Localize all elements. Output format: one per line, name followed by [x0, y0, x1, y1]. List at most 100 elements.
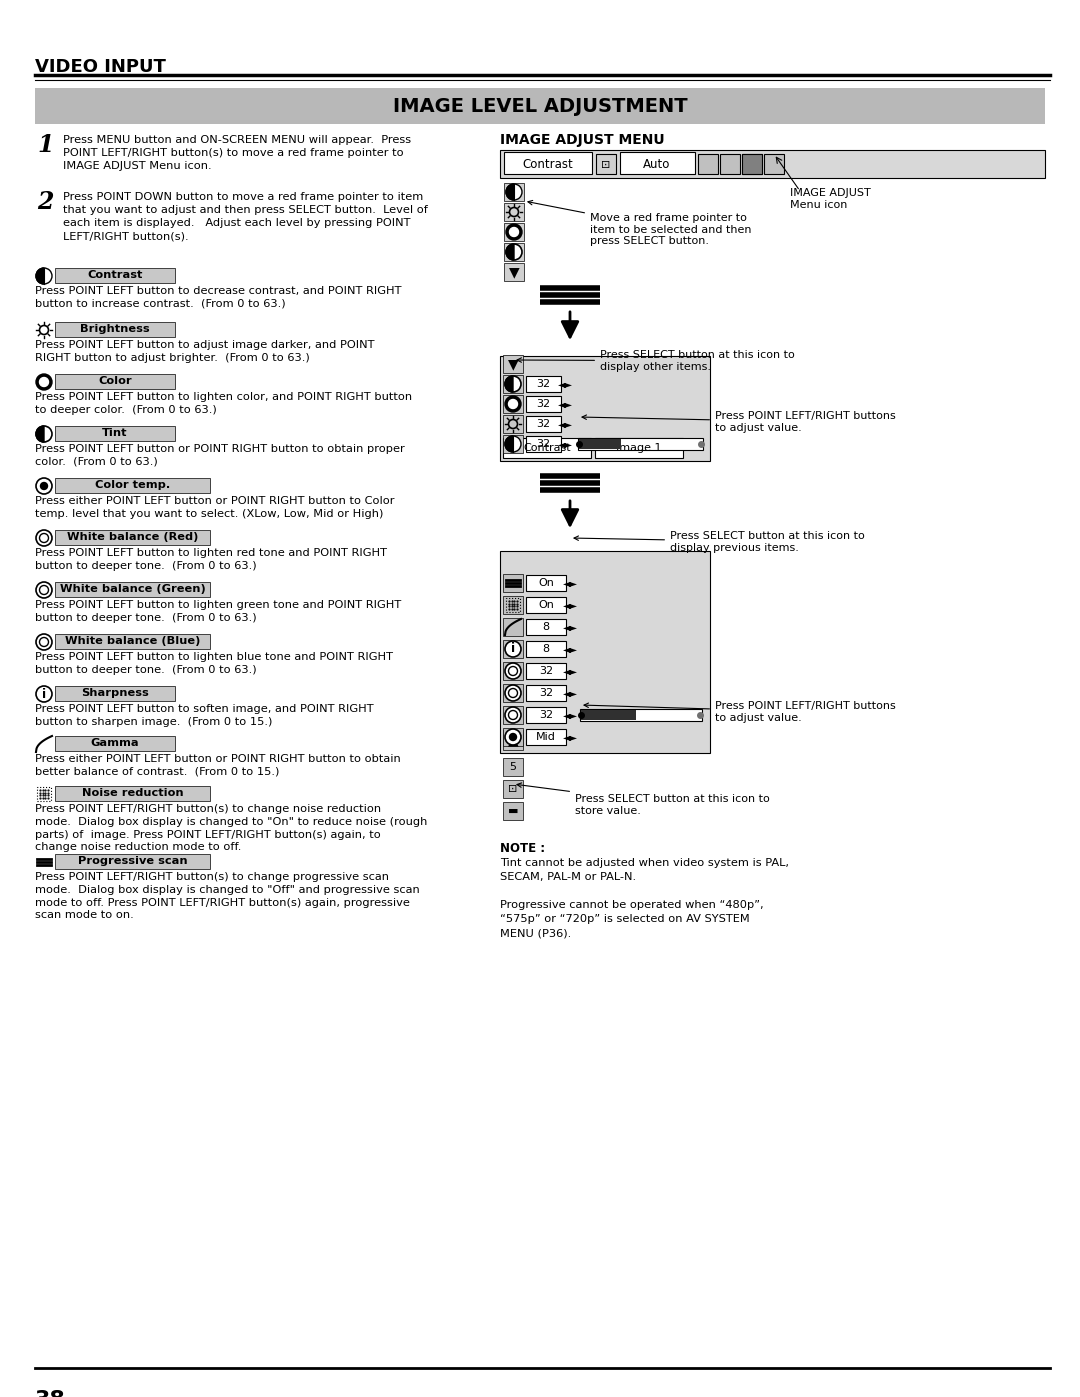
Bar	[503, 355, 523, 373]
Bar	[742, 154, 762, 175]
Bar	[579, 439, 621, 448]
Bar	[35, 88, 1045, 124]
Bar	[503, 439, 591, 458]
Circle shape	[509, 689, 517, 697]
Circle shape	[507, 224, 522, 240]
Bar	[503, 395, 523, 414]
Text: White balance (Red): White balance (Red)	[67, 532, 199, 542]
Bar	[55, 787, 210, 800]
Bar	[55, 478, 210, 493]
Text: 1: 1	[37, 133, 54, 156]
Bar	[504, 224, 524, 242]
Bar	[504, 263, 524, 281]
Wedge shape	[505, 376, 513, 393]
Bar	[55, 529, 210, 545]
Text: Press POINT LEFT button to lighten color, and POINT RIGHT button
to deeper color: Press POINT LEFT button to lighten color…	[35, 393, 413, 415]
Circle shape	[36, 374, 52, 390]
Text: 32: 32	[539, 687, 553, 698]
Circle shape	[505, 376, 521, 393]
Text: Progressive scan: Progressive scan	[78, 856, 187, 866]
Text: Press POINT LEFT/RIGHT button(s) to change noise reduction
mode.  Dialog box dis: Press POINT LEFT/RIGHT button(s) to chan…	[35, 805, 428, 852]
Text: ◄►: ◄►	[557, 439, 572, 448]
Circle shape	[505, 707, 521, 724]
Text: White balance (Blue): White balance (Blue)	[65, 637, 200, 647]
Text: Press POINT LEFT button to decrease contrast, and POINT RIGHT
button to increase: Press POINT LEFT button to decrease cont…	[35, 286, 402, 309]
Bar	[581, 710, 636, 719]
Bar	[500, 356, 710, 461]
Bar	[503, 705, 523, 724]
Text: Press POINT LEFT button to lighten red tone and POINT RIGHT
button to deeper ton: Press POINT LEFT button to lighten red t…	[35, 548, 387, 571]
Bar	[503, 802, 523, 820]
Text: Tint cannot be adjusted when video system is PAL,
SECAM, PAL-M or PAL-N.

Progre: Tint cannot be adjusted when video syste…	[500, 858, 789, 937]
Text: Press either POINT LEFT button or POINT RIGHT button to obtain
better balance of: Press either POINT LEFT button or POINT …	[35, 754, 401, 777]
Bar	[526, 664, 566, 679]
Text: ◄►: ◄►	[563, 732, 578, 742]
Text: 32: 32	[536, 400, 550, 409]
Text: Color temp.: Color temp.	[95, 481, 171, 490]
Circle shape	[40, 637, 49, 647]
Circle shape	[505, 664, 521, 679]
Bar	[580, 710, 702, 721]
Text: Press either POINT LEFT button or POINT RIGHT button to Color
temp. level that y: Press either POINT LEFT button or POINT …	[35, 496, 394, 518]
Bar	[526, 597, 566, 613]
Circle shape	[36, 268, 52, 284]
Text: Sharpness: Sharpness	[81, 689, 149, 698]
Text: 32: 32	[536, 379, 550, 388]
Text: ◄►: ◄►	[557, 379, 572, 388]
Text: ◄►: ◄►	[563, 687, 578, 698]
Circle shape	[505, 395, 521, 412]
Text: Move a red frame pointer to
item to be selected and then
press SELECT button.: Move a red frame pointer to item to be s…	[528, 200, 752, 246]
Text: i: i	[511, 643, 515, 655]
Text: Press POINT LEFT button to lighten blue tone and POINT RIGHT
button to deeper to: Press POINT LEFT button to lighten blue …	[35, 652, 393, 675]
Circle shape	[507, 244, 522, 260]
Text: Press POINT LEFT button to soften image, and POINT RIGHT
button to sharpen image: Press POINT LEFT button to soften image,…	[35, 704, 374, 726]
Text: ◄►: ◄►	[563, 710, 578, 719]
Text: Press SELECT button at this icon to
display previous items.: Press SELECT button at this icon to disp…	[573, 531, 865, 553]
Text: Press POINT LEFT button to adjust image darker, and POINT
RIGHT button to adjust: Press POINT LEFT button to adjust image …	[35, 339, 375, 363]
Text: Press POINT LEFT/RIGHT button(s) to change progressive scan
mode.  Dialog box di: Press POINT LEFT/RIGHT button(s) to chan…	[35, 872, 420, 921]
Text: ◄►: ◄►	[557, 400, 572, 409]
Text: Brightness: Brightness	[80, 324, 150, 334]
Circle shape	[509, 711, 517, 719]
Text: 32: 32	[536, 419, 550, 429]
Text: 38: 38	[35, 1390, 66, 1397]
Wedge shape	[507, 244, 514, 260]
Text: 32: 32	[539, 666, 553, 676]
Text: Press MENU button and ON-SCREEN MENU will appear.  Press
POINT LEFT/RIGHT button: Press MENU button and ON-SCREEN MENU wil…	[63, 136, 411, 172]
Text: On: On	[538, 599, 554, 610]
Text: Tint: Tint	[103, 429, 127, 439]
Text: IMAGE ADJUST
Menu icon: IMAGE ADJUST Menu icon	[789, 189, 870, 210]
Circle shape	[40, 585, 49, 595]
Bar	[55, 583, 210, 597]
Text: VIDEO INPUT: VIDEO INPUT	[35, 59, 166, 75]
Text: i: i	[42, 687, 46, 700]
Bar	[507, 598, 519, 612]
Bar	[578, 439, 703, 450]
Text: 2: 2	[37, 190, 54, 214]
Bar	[503, 415, 523, 433]
Circle shape	[36, 583, 52, 598]
Bar	[500, 550, 710, 753]
Wedge shape	[507, 184, 514, 200]
Circle shape	[507, 184, 522, 200]
Text: Color: Color	[98, 377, 132, 387]
Text: Press POINT LEFT/RIGHT buttons
to adjust value.: Press POINT LEFT/RIGHT buttons to adjust…	[582, 411, 895, 433]
Bar	[526, 729, 566, 745]
Circle shape	[510, 228, 518, 236]
Text: 32: 32	[536, 439, 550, 448]
Bar	[503, 728, 523, 746]
Bar	[526, 436, 561, 453]
Bar	[500, 149, 1045, 177]
Bar	[503, 685, 523, 703]
Bar	[55, 634, 210, 650]
Text: Noise reduction: Noise reduction	[82, 788, 184, 799]
Circle shape	[40, 534, 49, 542]
Circle shape	[36, 686, 52, 703]
Circle shape	[505, 685, 521, 701]
Text: Gamma: Gamma	[91, 739, 139, 749]
Bar	[698, 154, 718, 175]
Text: 8: 8	[542, 622, 550, 631]
Bar	[503, 597, 523, 615]
Text: Press POINT LEFT button or POINT RIGHT button to obtain proper
color.  (From 0 t: Press POINT LEFT button or POINT RIGHT b…	[35, 444, 405, 467]
Bar	[503, 662, 523, 680]
